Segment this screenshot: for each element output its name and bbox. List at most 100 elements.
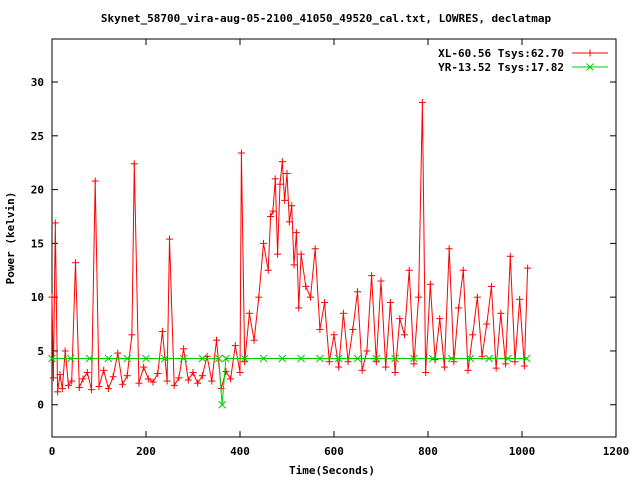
series-0-point xyxy=(363,347,371,355)
series-1-point-d2 xyxy=(522,354,531,363)
series-1-point xyxy=(466,354,475,363)
series-0-point xyxy=(58,385,66,393)
series-0-point xyxy=(418,98,426,106)
series-0-point xyxy=(297,250,305,258)
series-0-point xyxy=(325,358,333,366)
series-1-point-d2 xyxy=(334,354,343,363)
series-0-point xyxy=(264,266,272,274)
series-0-point xyxy=(285,218,293,226)
series-1-point xyxy=(179,354,188,363)
series-0-point xyxy=(450,358,458,366)
series-0-point xyxy=(236,368,244,376)
series-1-point xyxy=(297,354,305,363)
series-1-point xyxy=(522,354,531,363)
series-0-point xyxy=(227,375,235,383)
legend-swatch-marker xyxy=(586,49,594,57)
series-0-point xyxy=(144,375,152,383)
series-0-point xyxy=(237,149,245,157)
y-tick-label: 30 xyxy=(31,76,44,89)
series-1-point xyxy=(214,354,223,363)
series-0-point xyxy=(511,358,519,366)
series-0-point xyxy=(83,368,91,376)
y-tick-label: 0 xyxy=(37,399,44,412)
series-0-point xyxy=(109,373,117,381)
series-0-point xyxy=(459,266,467,274)
series-0-point xyxy=(483,320,491,328)
series-1-point xyxy=(391,354,399,363)
series-1-point xyxy=(66,354,75,363)
x-tick-label: 0 xyxy=(49,445,56,458)
series-1-point xyxy=(353,354,362,363)
y-tick-label: 20 xyxy=(31,184,44,197)
y-tick-label: 25 xyxy=(31,130,44,143)
series-0-point xyxy=(281,196,289,204)
series-0-point xyxy=(61,347,69,355)
series-0-point xyxy=(95,382,103,390)
series-0-point xyxy=(163,377,171,385)
y-tick-label: 5 xyxy=(37,345,44,358)
series-0-point xyxy=(520,362,528,370)
series-1-point xyxy=(198,354,207,363)
series-0-point xyxy=(377,277,385,285)
series-0-point xyxy=(213,336,220,344)
series-0-point xyxy=(290,261,298,269)
series-0-point xyxy=(524,264,532,272)
series-1-point xyxy=(104,354,113,363)
series-0-point xyxy=(283,169,291,177)
series-0-point xyxy=(330,331,338,339)
series-1-point-d2 xyxy=(466,354,475,363)
series-0-point xyxy=(436,315,444,323)
series-0-point xyxy=(415,293,423,301)
series-1-point-d2 xyxy=(410,354,418,363)
series-0-point xyxy=(339,309,347,317)
series-line-1 xyxy=(52,358,527,405)
series-0-point xyxy=(48,293,56,301)
series-1-point-d2 xyxy=(316,354,324,363)
series-1-point xyxy=(222,354,230,363)
x-tick-label: 200 xyxy=(136,445,156,458)
series-0-point xyxy=(49,374,57,382)
series-1-point-d2 xyxy=(48,354,56,363)
series-0-point xyxy=(372,358,380,366)
series-1-point-d2 xyxy=(222,354,230,363)
series-0-point xyxy=(311,245,319,253)
y-axis-label: Power (kelvin) xyxy=(4,192,17,285)
plot-layer: 0 200 400 600 800 1000 1200 0 5 10 15 20 25 30 xyxy=(31,38,629,458)
series-0-point xyxy=(321,299,329,307)
series-0-point xyxy=(149,378,157,386)
series-1-point-d2 xyxy=(447,354,456,363)
series-1-point-d2 xyxy=(504,354,512,363)
series-0-point xyxy=(175,374,183,382)
series-0-point xyxy=(255,293,263,301)
series-1-point-d2 xyxy=(179,354,188,363)
series-0-point xyxy=(104,385,112,393)
series-1-point-d2 xyxy=(123,354,132,363)
series-1-point xyxy=(447,354,456,363)
series-1-point-d2 xyxy=(278,354,287,363)
series-0-point xyxy=(440,363,448,371)
series-0-point xyxy=(87,386,95,394)
series-1-point xyxy=(240,354,249,363)
series-1-point-d2 xyxy=(142,354,150,363)
series-0-point xyxy=(75,384,83,392)
series-1-point-d2 xyxy=(198,354,207,363)
series-0-point xyxy=(119,380,126,388)
series-0-point xyxy=(354,288,361,296)
series-0-point xyxy=(396,315,404,323)
series-0-point xyxy=(135,379,143,387)
legend-swatch-marker-d2 xyxy=(586,63,594,71)
series-0-point xyxy=(368,272,376,280)
series-1-point-d2 xyxy=(218,400,226,409)
series-1-point-d2 xyxy=(391,354,399,363)
series-1-point-d2 xyxy=(259,354,268,363)
series-1-point xyxy=(485,354,493,363)
series-0-point xyxy=(455,304,463,312)
series-0-point xyxy=(130,160,138,168)
series-0-point xyxy=(166,235,173,243)
series-0-point xyxy=(72,259,79,267)
legend-swatch-marker xyxy=(586,63,594,71)
series-1-point xyxy=(160,354,169,363)
series-0-point xyxy=(64,381,72,389)
